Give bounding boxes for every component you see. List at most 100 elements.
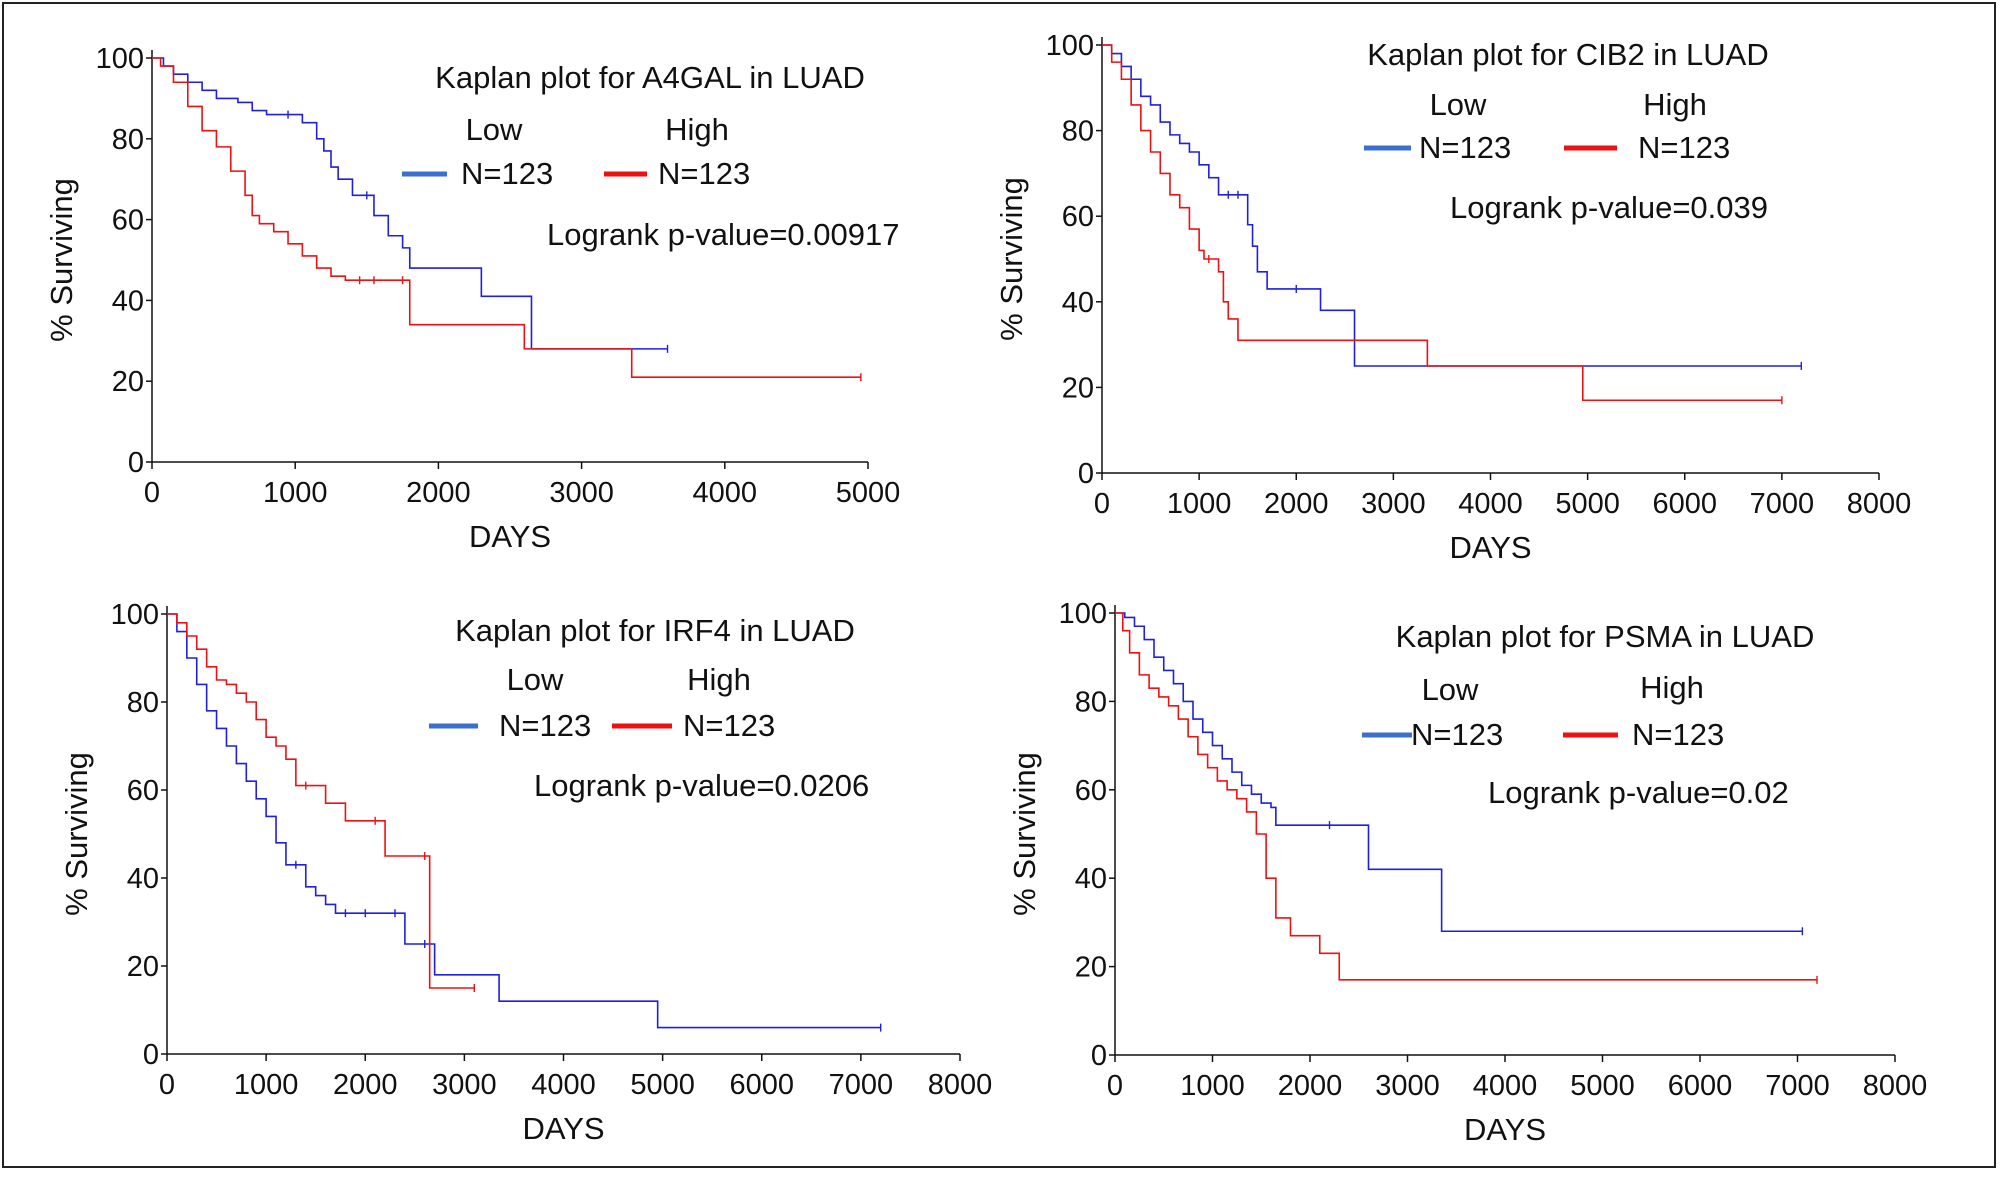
series-line-low — [1115, 612, 1803, 933]
x-tick-label: 4000 — [693, 477, 758, 509]
chart-title: Kaplan plot for CIB2 in LUAD — [1367, 37, 1769, 72]
series-line-low — [152, 57, 668, 350]
x-tick-label: 6000 — [1668, 1070, 1733, 1102]
y-tick-label: 80 — [112, 124, 144, 156]
legend-low-n: N=123 — [499, 708, 591, 743]
x-tick-label: 7000 — [829, 1069, 894, 1101]
legend-high-label: High — [687, 662, 751, 697]
x-tick-label: 0 — [1094, 488, 1110, 520]
x-axis-label: DAYS — [1449, 530, 1531, 565]
logrank-pvalue: Logrank p-value=0.00917 — [547, 217, 899, 252]
x-tick-label: 0 — [144, 477, 160, 509]
x-tick-label: 8000 — [1847, 488, 1912, 520]
x-tick-label: 5000 — [1570, 1070, 1635, 1102]
y-tick-label: 20 — [127, 951, 159, 983]
y-axis-label: % Surviving — [59, 752, 94, 916]
y-tick-label: 40 — [112, 285, 144, 317]
series-line-low — [1102, 44, 1802, 367]
x-tick-label: 3000 — [549, 477, 614, 509]
series-line-high — [1115, 612, 1817, 981]
x-tick-label: 8000 — [1863, 1070, 1928, 1102]
y-tick-label: 40 — [1075, 863, 1107, 895]
x-tick-label: 1000 — [234, 1069, 299, 1101]
y-axis-label: % Surviving — [1007, 752, 1042, 916]
chart-title: Kaplan plot for IRF4 in LUAD — [455, 613, 855, 648]
y-tick-label: 60 — [1062, 201, 1094, 233]
panel-a4gal: 0 20 40 60 80 100 0 1000 2000 3000 4000 5000 DAYS% S… — [0, 0, 1000, 591]
y-tick-label: 100 — [1046, 30, 1094, 62]
x-tick-label: 4000 — [531, 1069, 596, 1101]
panel-cib2: 0 20 40 60 80 100 0 1000 2000 3000 4000 5000 6000 700… — [994, 30, 1911, 565]
x-axis-label: DAYS — [1464, 1112, 1546, 1147]
y-axis-label: % Surviving — [994, 177, 1029, 341]
legend-high-label: High — [1643, 87, 1707, 122]
y-tick-label: 100 — [96, 43, 144, 75]
legend-low-n: N=123 — [1411, 717, 1503, 752]
y-axis-label: % Surviving — [44, 178, 79, 342]
y-tick-label: 40 — [127, 863, 159, 895]
y-tick-label: 0 — [128, 447, 144, 479]
legend-low-n: N=123 — [1419, 130, 1511, 165]
y-tick-label: 20 — [112, 366, 144, 398]
series-line-high — [1102, 44, 1782, 402]
legend-low-label: Low — [466, 112, 523, 147]
y-tick-label: 20 — [1062, 372, 1094, 404]
logrank-pvalue: Logrank p-value=0.039 — [1450, 190, 1768, 225]
chart-title: Kaplan plot for PSMA in LUAD — [1396, 619, 1815, 654]
legend-low-label: Low — [1422, 672, 1479, 707]
x-tick-label: 6000 — [1652, 488, 1717, 520]
y-tick-label: 60 — [127, 775, 159, 807]
series-line-low — [167, 613, 881, 1029]
logrank-pvalue: Logrank p-value=0.0206 — [534, 768, 869, 803]
legend-low-label: Low — [1430, 87, 1487, 122]
y-tick-label: 80 — [1062, 116, 1094, 148]
x-tick-label: 5000 — [630, 1069, 695, 1101]
x-tick-label: 3000 — [1375, 1070, 1440, 1102]
legend-high-n: N=123 — [1632, 717, 1724, 752]
x-tick-label: 1000 — [1167, 488, 1232, 520]
x-axis-label: DAYS — [522, 1111, 604, 1146]
x-tick-label: 2000 — [406, 477, 471, 509]
series-line-high — [152, 57, 861, 378]
x-tick-label: 5000 — [836, 477, 901, 509]
x-tick-label: 2000 — [1278, 1070, 1343, 1102]
x-tick-label: 8000 — [928, 1069, 993, 1101]
x-tick-label: 0 — [1107, 1070, 1123, 1102]
y-tick-label: 60 — [1075, 775, 1107, 807]
x-tick-label: 0 — [159, 1069, 175, 1101]
x-tick-label: 5000 — [1555, 488, 1620, 520]
x-tick-label: 7000 — [1765, 1070, 1830, 1102]
legend-high-n: N=123 — [683, 708, 775, 743]
x-tick-label: 3000 — [1361, 488, 1426, 520]
y-tick-label: 100 — [1059, 598, 1107, 630]
x-tick-label: 4000 — [1473, 1070, 1538, 1102]
x-tick-label: 3000 — [432, 1069, 497, 1101]
legend-high-n: N=123 — [1638, 130, 1730, 165]
legend-low-n: N=123 — [461, 156, 553, 191]
y-tick-label: 20 — [1075, 952, 1107, 984]
y-tick-label: 0 — [143, 1039, 159, 1071]
x-tick-label: 1000 — [1180, 1070, 1245, 1102]
legend-high-label: High — [1640, 670, 1704, 705]
x-tick-label: 2000 — [333, 1069, 398, 1101]
x-tick-label: 7000 — [1750, 488, 1815, 520]
x-tick-label: 2000 — [1264, 488, 1329, 520]
chart-title: Kaplan plot for A4GAL in LUAD — [435, 60, 865, 95]
y-tick-label: 40 — [1062, 287, 1094, 319]
x-tick-label: 6000 — [729, 1069, 794, 1101]
series-line-high — [167, 613, 475, 989]
x-tick-label: 1000 — [263, 477, 328, 509]
legend-low-label: Low — [507, 662, 564, 697]
legend-high-label: High — [665, 112, 729, 147]
y-tick-label: 60 — [112, 205, 144, 237]
panel-irf4: 0 20 40 60 80 100 0 1000 2000 3000 4000 5000 6000 700… — [59, 599, 992, 1146]
